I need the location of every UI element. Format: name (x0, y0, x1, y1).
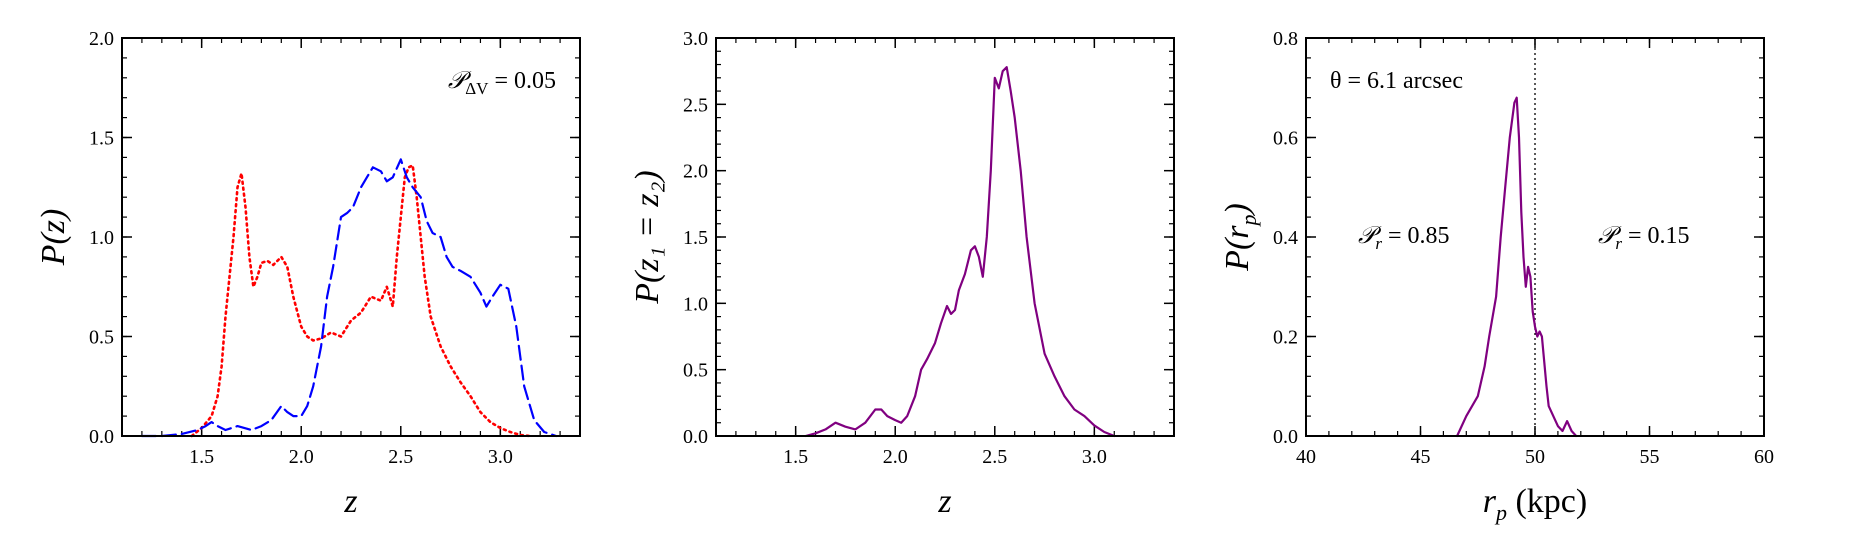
x-axis-title-unit: (kpc) (1507, 483, 1587, 520)
x-tick-label: 2.5 (982, 446, 1007, 468)
annotation-subscript: r (1375, 234, 1382, 253)
series-line-dotted (190, 164, 532, 438)
y-tick-label: 0.2 (1273, 327, 1298, 349)
y-tick-label: 1.0 (89, 227, 114, 249)
y-tick-label: 2.0 (683, 161, 708, 183)
angular-separation-annotation: θ = 6.1 arcsec (1330, 68, 1463, 94)
plot-frame (1305, 37, 1765, 437)
x-tick-label: 45 (1411, 446, 1431, 468)
y-tick-label: 1.5 (89, 128, 114, 150)
x-tick-label: 3.0 (488, 446, 513, 468)
probability-annotation: 𝒫ΔV = 0.05 (448, 68, 556, 98)
y-axis-title: P(z) (35, 209, 72, 267)
panel-projected-separation: 40 45 50 55 600.00.20.40.60.8rp (kpc)P(rp)θ … (1219, 28, 1774, 525)
y-tick-label: 0.6 (1273, 128, 1298, 150)
y-axis-title: P(rp) (1219, 203, 1261, 272)
annotation-value: = 0.05 (488, 68, 556, 94)
x-axis-title-symbol: r (1483, 483, 1497, 520)
x-tick-label: 2.0 (289, 446, 314, 468)
y-tick-label: 0.5 (89, 327, 114, 349)
series-line-solid (1455, 96, 1578, 438)
plot-frame (715, 37, 1175, 437)
y-tick-label: 3.0 (683, 28, 708, 50)
x-tick-label: 3.0 (1082, 446, 1107, 468)
panel-joint-redshift-probability: 1.5 2.0 2.5 3.0 0.0 0.5 1.0 1.5 2.0 2.5 3.0 z P(z₁ =… (629, 28, 1175, 520)
x-tick-label: 2.0 (883, 446, 908, 468)
y-axis-title-close: ) (1219, 203, 1256, 216)
panel-redshift-distribution: 1.5 2.0 2.5 3.0 0.0 0.5 1.0 1.5 2.0 z P(z) 𝒫ΔV = 0.… (35, 28, 581, 520)
x-axis-title: z (937, 483, 951, 520)
x-tick-label: 60 (1754, 446, 1774, 468)
y-tick-label: 0.4 (1273, 227, 1298, 249)
y-tick-label: 0.0 (1273, 426, 1298, 448)
y-tick-label: 1.0 (683, 293, 708, 315)
annotation-subscript: r (1615, 234, 1622, 253)
x-axis-title: rp (kpc) (1483, 483, 1587, 525)
y-tick-label: 0.0 (683, 426, 708, 448)
y-tick-label: 2.0 (89, 28, 114, 50)
probability-left-annotation: 𝒫r = 0.85 (1358, 223, 1449, 253)
annotation-value: = 0.85 (1382, 223, 1450, 249)
y-axis-title-main: P(r (1219, 225, 1256, 272)
plot-frame (121, 37, 581, 437)
y-tick-label: 0.0 (89, 426, 114, 448)
x-tick-label: 50 (1525, 446, 1545, 468)
x-tick-label: 1.5 (189, 446, 214, 468)
annotation-value: = 0.15 (1622, 223, 1690, 249)
probability-right-annotation: 𝒫r = 0.15 (1598, 223, 1689, 253)
annotation-subscript: ΔV (465, 79, 489, 98)
y-tick-label: 2.5 (683, 94, 708, 116)
x-tick-label: 40 (1296, 446, 1316, 468)
x-tick-label: 2.5 (388, 446, 413, 468)
series-line-solid (804, 66, 1116, 438)
x-axis-title: z (343, 483, 357, 520)
y-axis-title: P(z₁ = z₂) (629, 170, 666, 304)
y-tick-label: 0.5 (683, 360, 708, 382)
y-tick-label: 0.8 (1273, 28, 1298, 50)
y-tick-label: 1.5 (683, 227, 708, 249)
x-tick-label: 1.5 (783, 446, 808, 468)
y-axis-title-subscript: p (1236, 215, 1261, 228)
x-tick-label: 55 (1640, 446, 1660, 468)
series-line-dashed (140, 158, 558, 438)
x-axis-title-subscript: p (1494, 500, 1507, 525)
